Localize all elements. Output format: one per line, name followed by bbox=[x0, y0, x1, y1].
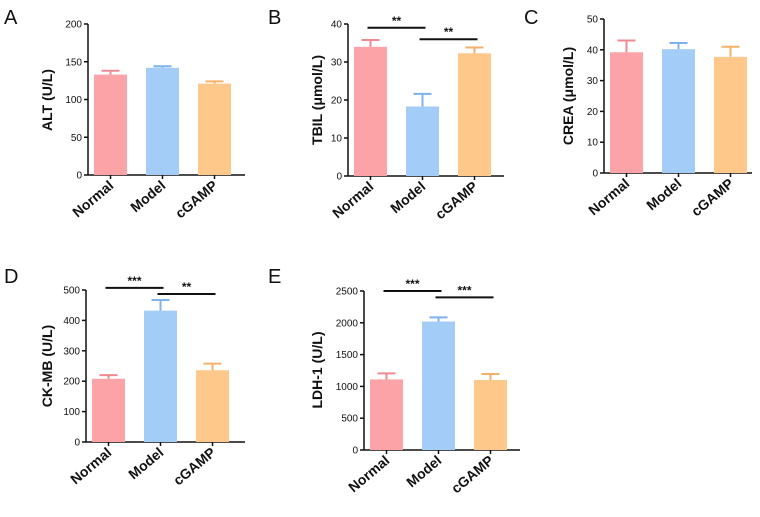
x-tick-label: cGAMP bbox=[688, 175, 736, 219]
bar-normal bbox=[354, 46, 387, 176]
y-axis-label: TBIL (μmol/L) bbox=[309, 55, 325, 145]
y-tick-label: 150 bbox=[65, 57, 82, 68]
y-tick-label: 200 bbox=[65, 20, 82, 31]
y-tick-label: 200 bbox=[63, 377, 80, 388]
bar-model bbox=[422, 321, 455, 450]
y-tick-label: 100 bbox=[65, 95, 82, 106]
panel-a: A ALT (U/L) 0 50 100 150 200 Normal Model cGAMP bbox=[4, 7, 245, 221]
bar-cgamp bbox=[714, 56, 747, 173]
y-tick-label: 500 bbox=[341, 414, 358, 425]
y-tick-label: 0 bbox=[336, 172, 342, 183]
y-tick-label: 300 bbox=[63, 346, 80, 357]
y-axis-label: LDH-1 (U/L) bbox=[309, 332, 325, 409]
y-tick-label: 20 bbox=[331, 96, 343, 107]
bar-cgamp bbox=[458, 53, 491, 177]
panel-c: C CREA (μmol/L) 0 10 20 30 40 50 Normal Model cGAM… bbox=[524, 7, 752, 219]
panel-letter: D bbox=[4, 266, 18, 288]
y-tick-label: 0 bbox=[592, 169, 598, 180]
bar-model bbox=[662, 49, 695, 173]
x-tick-label: Model bbox=[387, 178, 428, 216]
bar-cgamp bbox=[196, 370, 229, 442]
y-axis-label: ALT (U/L) bbox=[39, 69, 55, 131]
x-tick-label: Normal bbox=[329, 178, 376, 221]
y-tick-label: 10 bbox=[587, 138, 599, 149]
y-tick-label: 0 bbox=[74, 438, 80, 449]
bar-normal bbox=[370, 379, 403, 450]
y-tick-label: 1000 bbox=[336, 382, 359, 393]
y-tick-label: 40 bbox=[331, 20, 343, 31]
y-tick-label: 50 bbox=[71, 133, 83, 144]
panel-letter: E bbox=[268, 266, 281, 288]
y-tick-label: 20 bbox=[587, 107, 599, 118]
bar-normal bbox=[92, 378, 125, 442]
bar-normal bbox=[610, 52, 643, 173]
y-tick-label: 2500 bbox=[336, 287, 359, 298]
y-tick-label: 100 bbox=[63, 407, 80, 418]
x-tick-label: cGAMP bbox=[448, 452, 496, 496]
panel-d: D CK-MB (U/L) 0 100 200 300 400 500 Normal Model c… bbox=[4, 266, 245, 488]
bar-model bbox=[146, 67, 179, 175]
significance-label: ** bbox=[392, 14, 402, 28]
x-tick-label: cGAMP bbox=[432, 178, 480, 222]
panel-b: B TBIL (μmol/L) 0 10 20 30 40 Normal Model cGAMP *… bbox=[268, 7, 504, 222]
y-axis-label: CK-MB (U/L) bbox=[39, 325, 55, 407]
significance-label: *** bbox=[457, 283, 471, 297]
y-tick-label: 0 bbox=[352, 446, 358, 457]
y-tick-label: 40 bbox=[587, 45, 599, 56]
y-tick-label: 500 bbox=[63, 286, 80, 297]
panel-letter: C bbox=[524, 7, 538, 29]
x-tick-label: Normal bbox=[345, 452, 392, 495]
significance-label: *** bbox=[405, 277, 419, 291]
panel-letter: B bbox=[268, 7, 281, 29]
panel-letter: A bbox=[4, 7, 18, 29]
y-tick-label: 2000 bbox=[336, 318, 359, 329]
x-tick-label: Model bbox=[403, 452, 444, 490]
bar-model bbox=[144, 310, 177, 442]
y-tick-label: 30 bbox=[587, 76, 599, 87]
significance-label: ** bbox=[182, 280, 192, 294]
x-tick-label: Model bbox=[643, 175, 684, 213]
x-tick-label: Normal bbox=[69, 177, 116, 220]
y-tick-label: 400 bbox=[63, 316, 80, 327]
y-axis-label: CREA (μmol/L) bbox=[560, 47, 576, 145]
significance-label: ** bbox=[444, 25, 454, 39]
x-tick-label: Normal bbox=[67, 444, 114, 487]
bar-cgamp bbox=[474, 380, 507, 450]
x-tick-label: Normal bbox=[585, 175, 632, 218]
bar-cgamp bbox=[198, 83, 231, 175]
panel-e: E LDH-1 (U/L) 0 500 1000 1500 2000 2500 Normal Mo… bbox=[268, 266, 520, 496]
x-tick-label: cGAMP bbox=[170, 444, 218, 488]
y-tick-label: 30 bbox=[331, 58, 343, 69]
y-tick-label: 0 bbox=[76, 171, 82, 182]
x-tick-label: cGAMP bbox=[172, 177, 220, 221]
x-tick-label: Model bbox=[125, 444, 166, 482]
bar-model bbox=[406, 106, 439, 176]
y-tick-label: 10 bbox=[331, 134, 343, 145]
significance-label: *** bbox=[127, 274, 141, 288]
bar-normal bbox=[94, 74, 127, 175]
y-tick-label: 50 bbox=[587, 15, 599, 26]
y-tick-label: 1500 bbox=[336, 350, 359, 361]
x-tick-label: Model bbox=[127, 177, 168, 215]
